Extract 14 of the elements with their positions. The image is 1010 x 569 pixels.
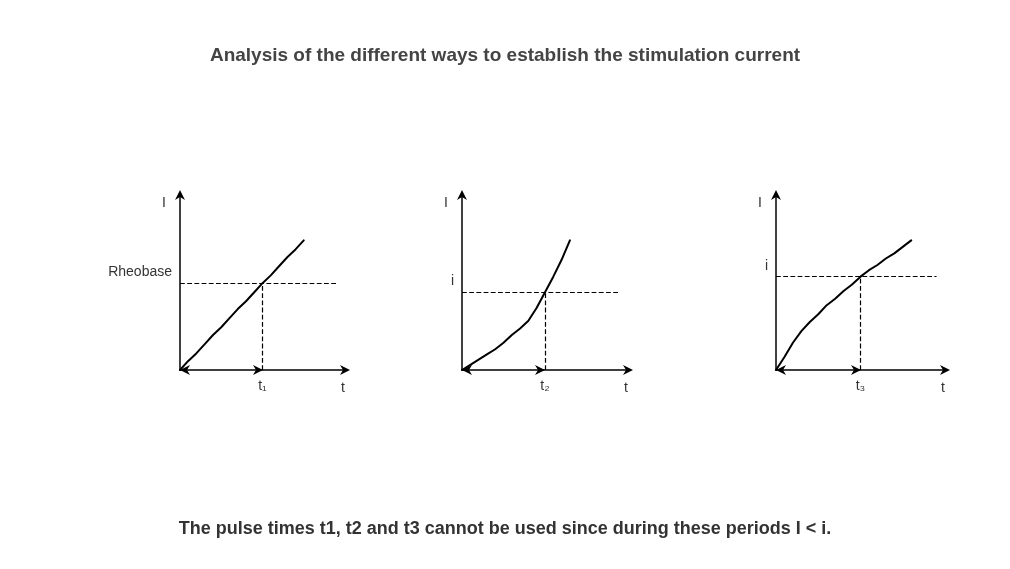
text: t₃ <box>855 377 866 393</box>
x-axis-title: t <box>624 379 628 395</box>
text: t₂ <box>540 377 550 393</box>
y-axis-title: I <box>758 194 762 210</box>
text: t₁ <box>258 377 267 393</box>
x-axis-title: t <box>941 379 945 395</box>
ref-line-label: i <box>764 256 768 273</box>
text: Analysis of the different ways to establish the stimulation current <box>208 44 802 66</box>
ref-line-label: i <box>450 272 454 289</box>
y-axis-title: I <box>444 194 448 210</box>
y-axis-title: I <box>162 194 166 210</box>
text: The pulse times t1, t2 and t3 cannot be used since during these periods I < i. <box>177 518 833 539</box>
ref-line-label: Rheobase <box>108 263 173 280</box>
x-axis-title: t <box>341 379 345 395</box>
